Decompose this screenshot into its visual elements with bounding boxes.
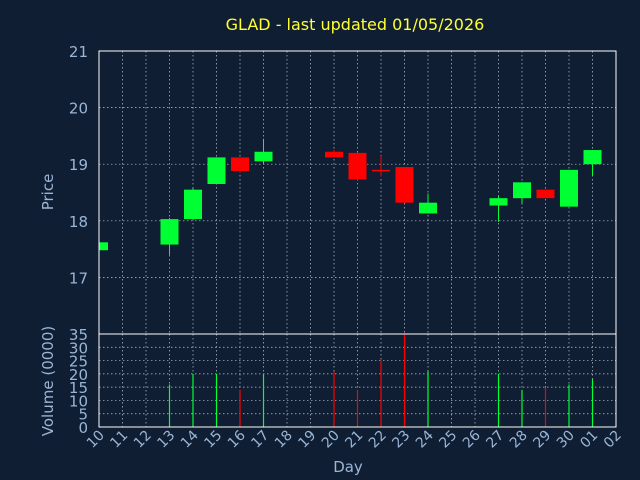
volume-tick-label: 0	[78, 419, 88, 437]
candle	[325, 150, 343, 158]
price-panel: 17 18 19 20 21	[69, 43, 617, 335]
candle	[348, 152, 367, 181]
price-tick-label: 20	[69, 100, 88, 118]
candle-body	[419, 202, 437, 214]
candle	[583, 150, 602, 176]
candle	[372, 155, 390, 177]
volume-tick-label: 5	[78, 406, 88, 424]
candle-body	[160, 219, 179, 245]
candle	[489, 196, 508, 222]
candle-body	[489, 198, 508, 206]
candle-body	[348, 152, 367, 180]
volume-tick-label: 20	[69, 366, 88, 384]
price-y-ticks: 17 18 19 20 21	[69, 43, 88, 287]
candle	[231, 157, 249, 173]
candle-body	[560, 169, 578, 207]
x-axis-ticks: 10 11 12 13 14 15 16 17 18 19 20 21 22 23 24 25 26 27 28 29…	[84, 427, 625, 451]
volume-tick-label: 35	[69, 326, 88, 344]
volume-bars	[168, 334, 594, 427]
candle	[254, 138, 273, 164]
candle-body	[536, 189, 555, 199]
candle-body	[99, 242, 108, 251]
candle-body	[583, 150, 602, 165]
price-axis-label: Price	[39, 174, 57, 211]
candle	[560, 169, 578, 207]
price-tick-label: 21	[69, 43, 88, 61]
candle-body	[254, 151, 273, 162]
price-tick-label: 18	[69, 213, 88, 231]
candle-body	[513, 182, 531, 199]
candle-body	[207, 157, 226, 185]
volume-axis-label: Volume (0000)	[39, 326, 57, 436]
chart-title: GLAD - last updated 01/05/2026	[226, 15, 485, 34]
volume-tick-label: 15	[69, 379, 88, 397]
candle	[419, 193, 437, 214]
candle-body	[231, 157, 249, 171]
candle	[513, 182, 531, 204]
volume-tick-label: 10	[69, 392, 88, 410]
candle	[395, 167, 414, 203]
price-tick-label: 19	[69, 156, 88, 174]
volume-tick-label: 25	[69, 353, 88, 371]
price-tick-label: 17	[69, 269, 88, 287]
x-axis-label: Day	[333, 458, 363, 476]
candle	[98, 242, 108, 251]
candle-body	[372, 169, 390, 172]
volume-tick-label: 30	[69, 339, 88, 357]
price-candles	[98, 138, 602, 255]
candle	[207, 157, 226, 185]
candle	[536, 189, 555, 199]
candle-body	[184, 189, 202, 220]
candle	[160, 217, 179, 255]
volume-panel-frame	[98, 333, 617, 428]
candle-body	[325, 151, 343, 158]
candle-body	[395, 167, 414, 203]
candle	[184, 188, 202, 220]
